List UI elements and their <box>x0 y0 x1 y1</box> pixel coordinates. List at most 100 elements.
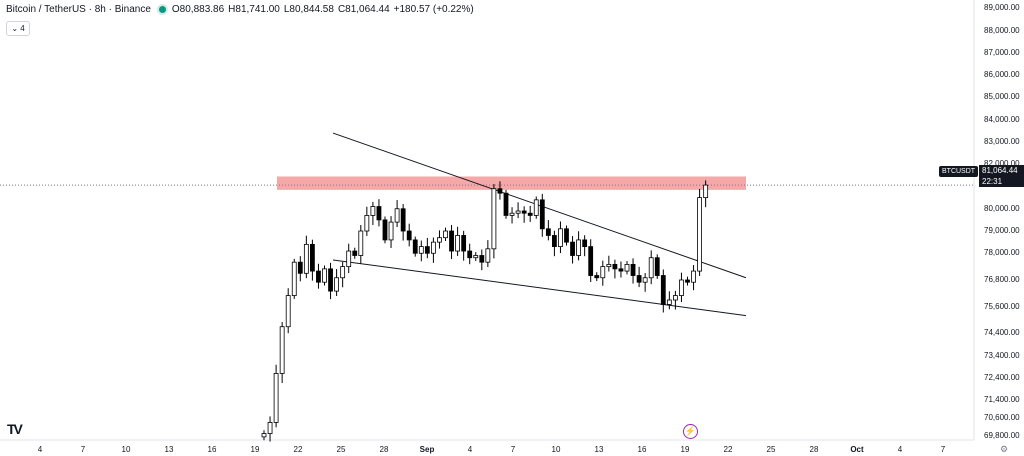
price-axis-label: 84,000.00 <box>984 114 1020 124</box>
candle <box>461 230 467 261</box>
candle <box>334 269 340 297</box>
candle <box>388 216 394 248</box>
candle <box>594 272 600 282</box>
candle <box>630 258 636 284</box>
candle <box>503 189 509 219</box>
candle <box>370 201 376 226</box>
candle <box>473 252 479 262</box>
candle <box>666 291 672 310</box>
candle <box>455 226 461 256</box>
candle <box>660 269 666 313</box>
price-axis-label: 75,600.00 <box>984 301 1020 311</box>
time-axis-label: 25 <box>766 445 776 454</box>
time-axis-label: 10 <box>121 445 131 454</box>
price-axis-label: 82,000.00 <box>984 159 1020 169</box>
candle <box>618 261 624 278</box>
time-axis-label: 7 <box>80 445 86 454</box>
candle <box>497 181 503 200</box>
candle <box>636 266 642 288</box>
gear-icon[interactable]: ⚙ <box>1000 444 1009 454</box>
candle <box>443 227 448 242</box>
candle <box>267 416 273 442</box>
candle <box>588 239 594 282</box>
candle <box>576 231 581 261</box>
candle <box>582 235 588 257</box>
change-value: +180.57 (+0.22%) <box>393 4 474 15</box>
price-axis-label: 80,000.00 <box>984 203 1020 213</box>
candle <box>430 237 436 263</box>
candle <box>679 272 684 303</box>
candle <box>606 255 612 272</box>
indicator-collapse-button[interactable]: ⌄ 4 <box>6 21 30 36</box>
market-status-icon <box>158 6 166 13</box>
time-axis-label: 22 <box>293 445 303 454</box>
trendline <box>332 132 747 279</box>
candle <box>364 206 370 236</box>
candle-layer <box>261 180 709 442</box>
time-axis-label: 28 <box>379 445 389 454</box>
candle <box>564 225 569 246</box>
candle <box>624 261 630 275</box>
time-axis-label: 19 <box>250 445 260 454</box>
candle <box>406 223 412 247</box>
candle <box>449 225 454 260</box>
symbol-title[interactable]: Bitcoin / TetherUS · 8h · Binance <box>6 4 151 15</box>
resistance-zone-layer <box>277 176 746 190</box>
flash-icon[interactable]: ⚡ <box>683 424 698 439</box>
time-axis-label: Sep <box>419 445 435 454</box>
candle <box>467 243 473 265</box>
candle <box>612 259 618 279</box>
candle <box>340 261 346 288</box>
candle <box>545 220 551 241</box>
candle <box>279 322 285 384</box>
candle <box>570 236 575 264</box>
time-axis-label: 25 <box>336 445 346 454</box>
time-axis-label: 13 <box>594 445 604 454</box>
trendline <box>332 259 747 317</box>
bar-countdown: 22:31 <box>982 177 1003 186</box>
time-axis-label: 16 <box>207 445 217 454</box>
candle <box>552 230 557 257</box>
time-axis-label: 4 <box>37 445 43 454</box>
high-value: H81,741.00 <box>228 4 280 15</box>
candle <box>437 230 442 249</box>
price-axis-label: 72,400.00 <box>984 372 1020 382</box>
candle <box>291 258 297 299</box>
candle <box>703 180 709 208</box>
candle <box>352 247 358 259</box>
candle <box>285 288 291 334</box>
price-axis-label: 86,000.00 <box>984 70 1020 80</box>
time-axis-label: 16 <box>637 445 647 454</box>
candle <box>328 262 333 300</box>
time-axis-label: 4 <box>467 445 473 454</box>
time-axis-label: 7 <box>510 445 516 454</box>
candle <box>316 263 321 289</box>
tradingview-logo-icon[interactable]: TV <box>7 421 23 437</box>
candle <box>394 200 400 228</box>
candle <box>297 256 303 282</box>
candle <box>673 290 678 310</box>
candle <box>642 273 648 292</box>
candle <box>515 202 521 219</box>
price-axis-label: 88,000.00 <box>984 25 1020 35</box>
candle <box>558 221 563 254</box>
candle <box>539 193 545 237</box>
candle <box>509 207 515 224</box>
price-axis-label: 76,800.00 <box>984 274 1020 284</box>
open-value: O80,883.86 <box>171 4 225 15</box>
candle <box>527 205 533 222</box>
time-axis-label: 4 <box>897 445 903 454</box>
candle <box>479 249 485 271</box>
time-axis-label: 13 <box>164 445 174 454</box>
candle <box>303 235 309 279</box>
price-axis-label: 74,400.00 <box>984 328 1020 338</box>
candle <box>424 237 430 259</box>
candle <box>382 216 388 244</box>
candle <box>697 188 702 276</box>
candle <box>654 254 660 279</box>
trendline-layer <box>332 132 747 317</box>
candle <box>648 250 654 285</box>
price-axis-label: 78,000.00 <box>984 248 1020 258</box>
time-axis-label: Oct <box>850 445 864 454</box>
